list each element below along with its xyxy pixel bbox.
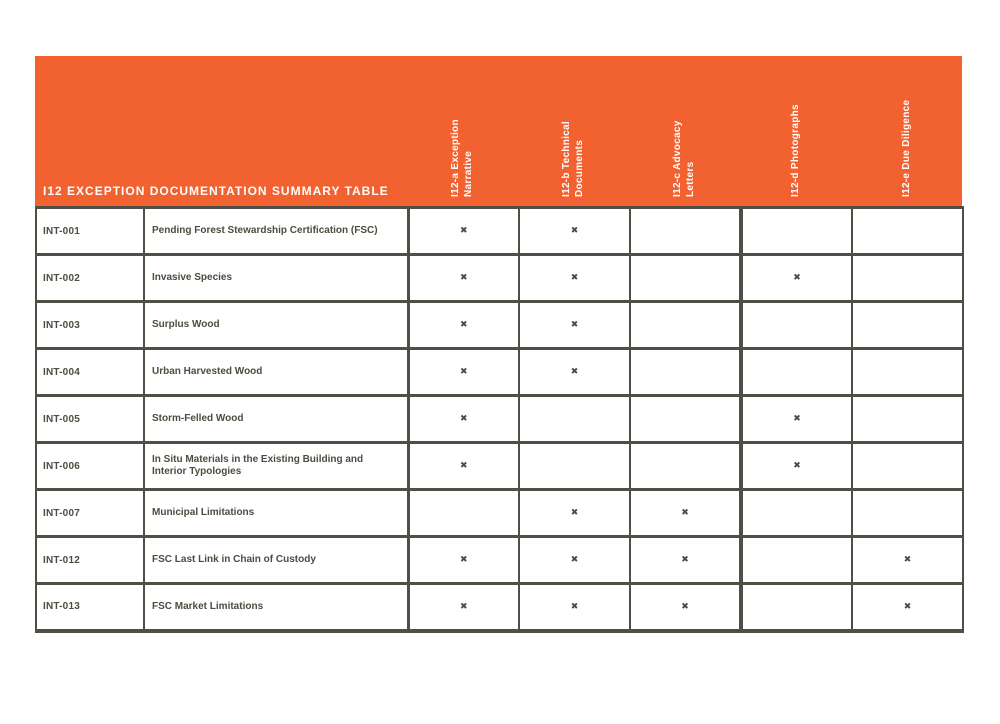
mark-cell: ✖ — [518, 206, 631, 256]
mark-cell: ✖ — [518, 300, 631, 350]
mark-cell: ✖ — [629, 582, 742, 632]
table-row: INT-006 In Situ Materials in the Existin… — [35, 441, 964, 491]
mark-cell: ✖ — [739, 441, 853, 491]
mark-cell: ✖ — [851, 582, 964, 632]
table-row: INT-012 FSC Last Link in Chain of Custod… — [35, 535, 964, 585]
mark-cell — [629, 206, 742, 256]
mark-cell: ✖ — [406, 582, 520, 632]
mark-cell: ✖ — [406, 253, 520, 303]
mark-cell — [851, 300, 964, 350]
row-description: Urban Harvested Wood — [143, 347, 409, 397]
mark-cell — [851, 488, 964, 538]
mark-cell — [629, 253, 742, 303]
mark-cell: ✖ — [851, 535, 964, 585]
summary-table: I12 EXCEPTION DOCUMENTATION SUMMARY TABL… — [35, 56, 964, 633]
mark-cell — [739, 206, 853, 256]
column-header-i12-a-exception-narrative: I12-a Exception Narrative — [450, 119, 474, 197]
mark-cell: ✖ — [629, 535, 742, 585]
mark-cell — [851, 441, 964, 491]
row-description: Invasive Species — [143, 253, 409, 303]
mark-cell — [851, 253, 964, 303]
column-header-i12-c-advocacy-letters: I12-c Advocacy Letters — [672, 120, 696, 197]
table-header: I12 EXCEPTION DOCUMENTATION SUMMARY TABL… — [35, 56, 962, 206]
mark-cell: ✖ — [739, 394, 853, 444]
mark-cell — [518, 394, 631, 444]
column-header-i12-d-photographs: I12-d Photographs — [790, 104, 801, 197]
mark-cell: ✖ — [406, 300, 520, 350]
mark-cell: ✖ — [406, 394, 520, 444]
mark-cell: ✖ — [406, 347, 520, 397]
table-row: INT-013 FSC Market Limitations ✖ ✖ ✖ ✖ — [35, 582, 964, 632]
row-code: INT-007 — [35, 488, 145, 538]
mark-cell — [739, 300, 853, 350]
row-code: INT-013 — [35, 582, 145, 632]
table-row: INT-007 Municipal Limitations ✖ ✖ — [35, 488, 964, 538]
row-description: Storm-Felled Wood — [143, 394, 409, 444]
mark-cell: ✖ — [518, 347, 631, 397]
table-row: INT-004 Urban Harvested Wood ✖ ✖ — [35, 347, 964, 397]
table-row: INT-005 Storm-Felled Wood ✖ ✖ — [35, 394, 964, 444]
table-row: INT-003 Surplus Wood ✖ ✖ — [35, 300, 964, 350]
row-description: FSC Market Limitations — [143, 582, 409, 632]
row-description: FSC Last Link in Chain of Custody — [143, 535, 409, 585]
mark-cell — [851, 394, 964, 444]
mark-cell — [629, 394, 742, 444]
mark-cell — [739, 347, 853, 397]
row-code: INT-012 — [35, 535, 145, 585]
row-description: Pending Forest Stewardship Certification… — [143, 206, 409, 256]
mark-cell — [739, 535, 853, 585]
row-description: Surplus Wood — [143, 300, 409, 350]
mark-cell — [851, 206, 964, 256]
row-code: INT-005 — [35, 394, 145, 444]
column-header-i12-e-due-diligence: I12-e Due Diligence — [901, 99, 912, 197]
mark-cell — [739, 488, 853, 538]
mark-cell — [518, 441, 631, 491]
mark-cell — [739, 582, 853, 632]
column-header-i12-b-technical-documents: I12-b Technical Documents — [561, 120, 585, 197]
mark-cell — [851, 347, 964, 397]
mark-cell: ✖ — [518, 582, 631, 632]
row-code: INT-002 — [35, 253, 145, 303]
mark-cell: ✖ — [518, 488, 631, 538]
mark-cell: ✖ — [518, 535, 631, 585]
mark-cell — [406, 488, 520, 538]
mark-cell: ✖ — [406, 206, 520, 256]
mark-cell: ✖ — [518, 253, 631, 303]
row-code: INT-001 — [35, 206, 145, 256]
row-description: In Situ Materials in the Existing Buildi… — [143, 441, 409, 491]
row-code: INT-004 — [35, 347, 145, 397]
mark-cell: ✖ — [629, 488, 742, 538]
row-code: INT-006 — [35, 441, 145, 491]
documentation-table: INT-001 Pending Forest Stewardship Certi… — [35, 206, 964, 633]
row-code: INT-003 — [35, 300, 145, 350]
row-description: Municipal Limitations — [143, 488, 409, 538]
mark-cell: ✖ — [406, 535, 520, 585]
table-row: INT-001 Pending Forest Stewardship Certi… — [35, 206, 964, 256]
mark-cell — [629, 300, 742, 350]
mark-cell — [629, 347, 742, 397]
mark-cell — [629, 441, 742, 491]
table-title: I12 EXCEPTION DOCUMENTATION SUMMARY TABL… — [43, 184, 389, 198]
table-row: INT-002 Invasive Species ✖ ✖ ✖ — [35, 253, 964, 303]
mark-cell: ✖ — [739, 253, 853, 303]
mark-cell: ✖ — [406, 441, 520, 491]
